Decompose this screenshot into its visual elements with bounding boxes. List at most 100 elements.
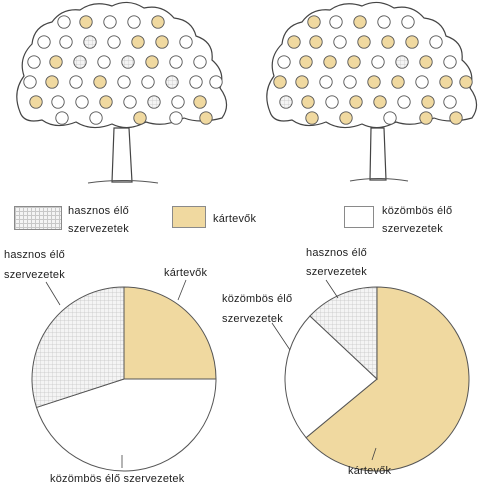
fruit-neutral bbox=[169, 55, 183, 69]
fruit-harmful bbox=[295, 75, 309, 89]
tree-crown bbox=[266, 1, 478, 129]
fruit-neutral bbox=[319, 75, 333, 89]
tree-left bbox=[16, 1, 228, 184]
fruit-harmful bbox=[419, 111, 433, 125]
fruit-neutral bbox=[189, 75, 203, 89]
fruit-neutral bbox=[57, 15, 71, 29]
pie2-label-neutral-1: közömbös élő bbox=[222, 293, 293, 305]
fruits-right bbox=[273, 15, 473, 125]
fruit-neutral bbox=[37, 35, 51, 49]
leader-line bbox=[325, 279, 339, 299]
fruit-harmful bbox=[357, 35, 371, 49]
pie-slice-neutral bbox=[284, 315, 378, 439]
fruit-neutral bbox=[329, 15, 343, 29]
fruit-harmful bbox=[29, 95, 43, 109]
pie-chart-left bbox=[31, 286, 217, 472]
pie-slice-harmful bbox=[305, 286, 470, 472]
pie-chart-right bbox=[284, 286, 470, 472]
fruit-harmful bbox=[49, 55, 63, 69]
fruit-neutral bbox=[209, 75, 223, 89]
fruit-neutral bbox=[107, 35, 121, 49]
legend-label-neutral-2: szervezetek bbox=[382, 223, 443, 235]
fruit-harmful bbox=[373, 95, 387, 109]
fruit-neutral bbox=[51, 95, 65, 109]
fruit-harmful bbox=[299, 55, 313, 69]
fruit-harmful bbox=[199, 111, 213, 125]
fruit-harmful bbox=[347, 55, 361, 69]
fruit-neutral bbox=[69, 75, 83, 89]
fruits-left bbox=[23, 15, 223, 125]
fruit-neutral bbox=[429, 35, 443, 49]
fruit-harmful bbox=[93, 75, 107, 89]
fruit-neutral bbox=[103, 15, 117, 29]
pie1-label-neutral: közömbös élő szervezetek bbox=[50, 473, 185, 485]
fruit-neutral bbox=[179, 35, 193, 49]
fruit-harmful bbox=[307, 15, 321, 29]
fruit-harmful bbox=[151, 15, 165, 29]
fruit-neutral bbox=[325, 95, 339, 109]
fruit-neutral bbox=[89, 111, 103, 125]
pie1-label-harmful: kártevők bbox=[164, 267, 208, 279]
pie-slice-beneficial bbox=[309, 286, 378, 381]
fruit-beneficial bbox=[121, 55, 135, 69]
fruit-neutral bbox=[415, 75, 429, 89]
fruit-beneficial bbox=[279, 95, 293, 109]
pie1-label-beneficial-2: szervezetek bbox=[4, 269, 65, 281]
legend-label-beneficial-2: szervezetek bbox=[68, 223, 129, 235]
fruit-harmful bbox=[131, 35, 145, 49]
fruit-neutral bbox=[59, 35, 73, 49]
fruit-neutral bbox=[27, 55, 41, 69]
pie-slice-beneficial bbox=[31, 286, 125, 409]
fruit-neutral bbox=[343, 75, 357, 89]
fruit-harmful bbox=[193, 95, 207, 109]
fruit-harmful bbox=[353, 15, 367, 29]
fruit-neutral bbox=[97, 55, 111, 69]
fruit-neutral bbox=[55, 111, 69, 125]
fruit-harmful bbox=[45, 75, 59, 89]
fruit-harmful bbox=[133, 111, 147, 125]
leader-line bbox=[371, 447, 377, 461]
fruit-neutral bbox=[401, 15, 415, 29]
ground-grass bbox=[87, 180, 159, 184]
fruit-harmful bbox=[155, 35, 169, 49]
tree-right bbox=[266, 1, 478, 182]
fruit-beneficial bbox=[83, 35, 97, 49]
fruit-harmful bbox=[449, 111, 463, 125]
fruit-harmful bbox=[391, 75, 405, 89]
fruit-harmful bbox=[99, 95, 113, 109]
pie2-label-beneficial-2: szervezetek bbox=[306, 266, 367, 278]
fruit-harmful bbox=[367, 75, 381, 89]
fruit-beneficial bbox=[73, 55, 87, 69]
pie1-label-beneficial-1: hasznos élő bbox=[4, 249, 65, 261]
fruit-harmful bbox=[145, 55, 159, 69]
fruit-harmful bbox=[273, 75, 287, 89]
fruit-neutral bbox=[117, 75, 131, 89]
fruit-harmful bbox=[301, 95, 315, 109]
fruit-neutral bbox=[443, 95, 457, 109]
fruit-harmful bbox=[421, 95, 435, 109]
fruit-harmful bbox=[419, 55, 433, 69]
fruit-neutral bbox=[397, 95, 411, 109]
fruit-neutral bbox=[169, 111, 183, 125]
fruit-harmful bbox=[305, 111, 319, 125]
legend-label-harmful: kártevők bbox=[213, 213, 257, 225]
legend-label-beneficial-1: hasznos élő bbox=[68, 205, 129, 217]
fruit-neutral bbox=[383, 111, 397, 125]
fruit-harmful bbox=[439, 75, 453, 89]
pie-slice-neutral bbox=[35, 378, 217, 472]
fruit-neutral bbox=[193, 55, 207, 69]
fruit-beneficial bbox=[395, 55, 409, 69]
ground-grass bbox=[349, 178, 409, 182]
fruit-harmful bbox=[323, 55, 337, 69]
legend-swatch-harmful bbox=[172, 206, 206, 228]
leader-line bbox=[45, 281, 61, 306]
fruit-neutral bbox=[127, 15, 141, 29]
fruit-neutral bbox=[377, 15, 391, 29]
fruit-neutral bbox=[171, 95, 185, 109]
pie-slice-harmful bbox=[123, 286, 217, 380]
tree-trunk bbox=[111, 127, 133, 183]
fruit-neutral bbox=[123, 95, 137, 109]
fruit-neutral bbox=[277, 55, 291, 69]
